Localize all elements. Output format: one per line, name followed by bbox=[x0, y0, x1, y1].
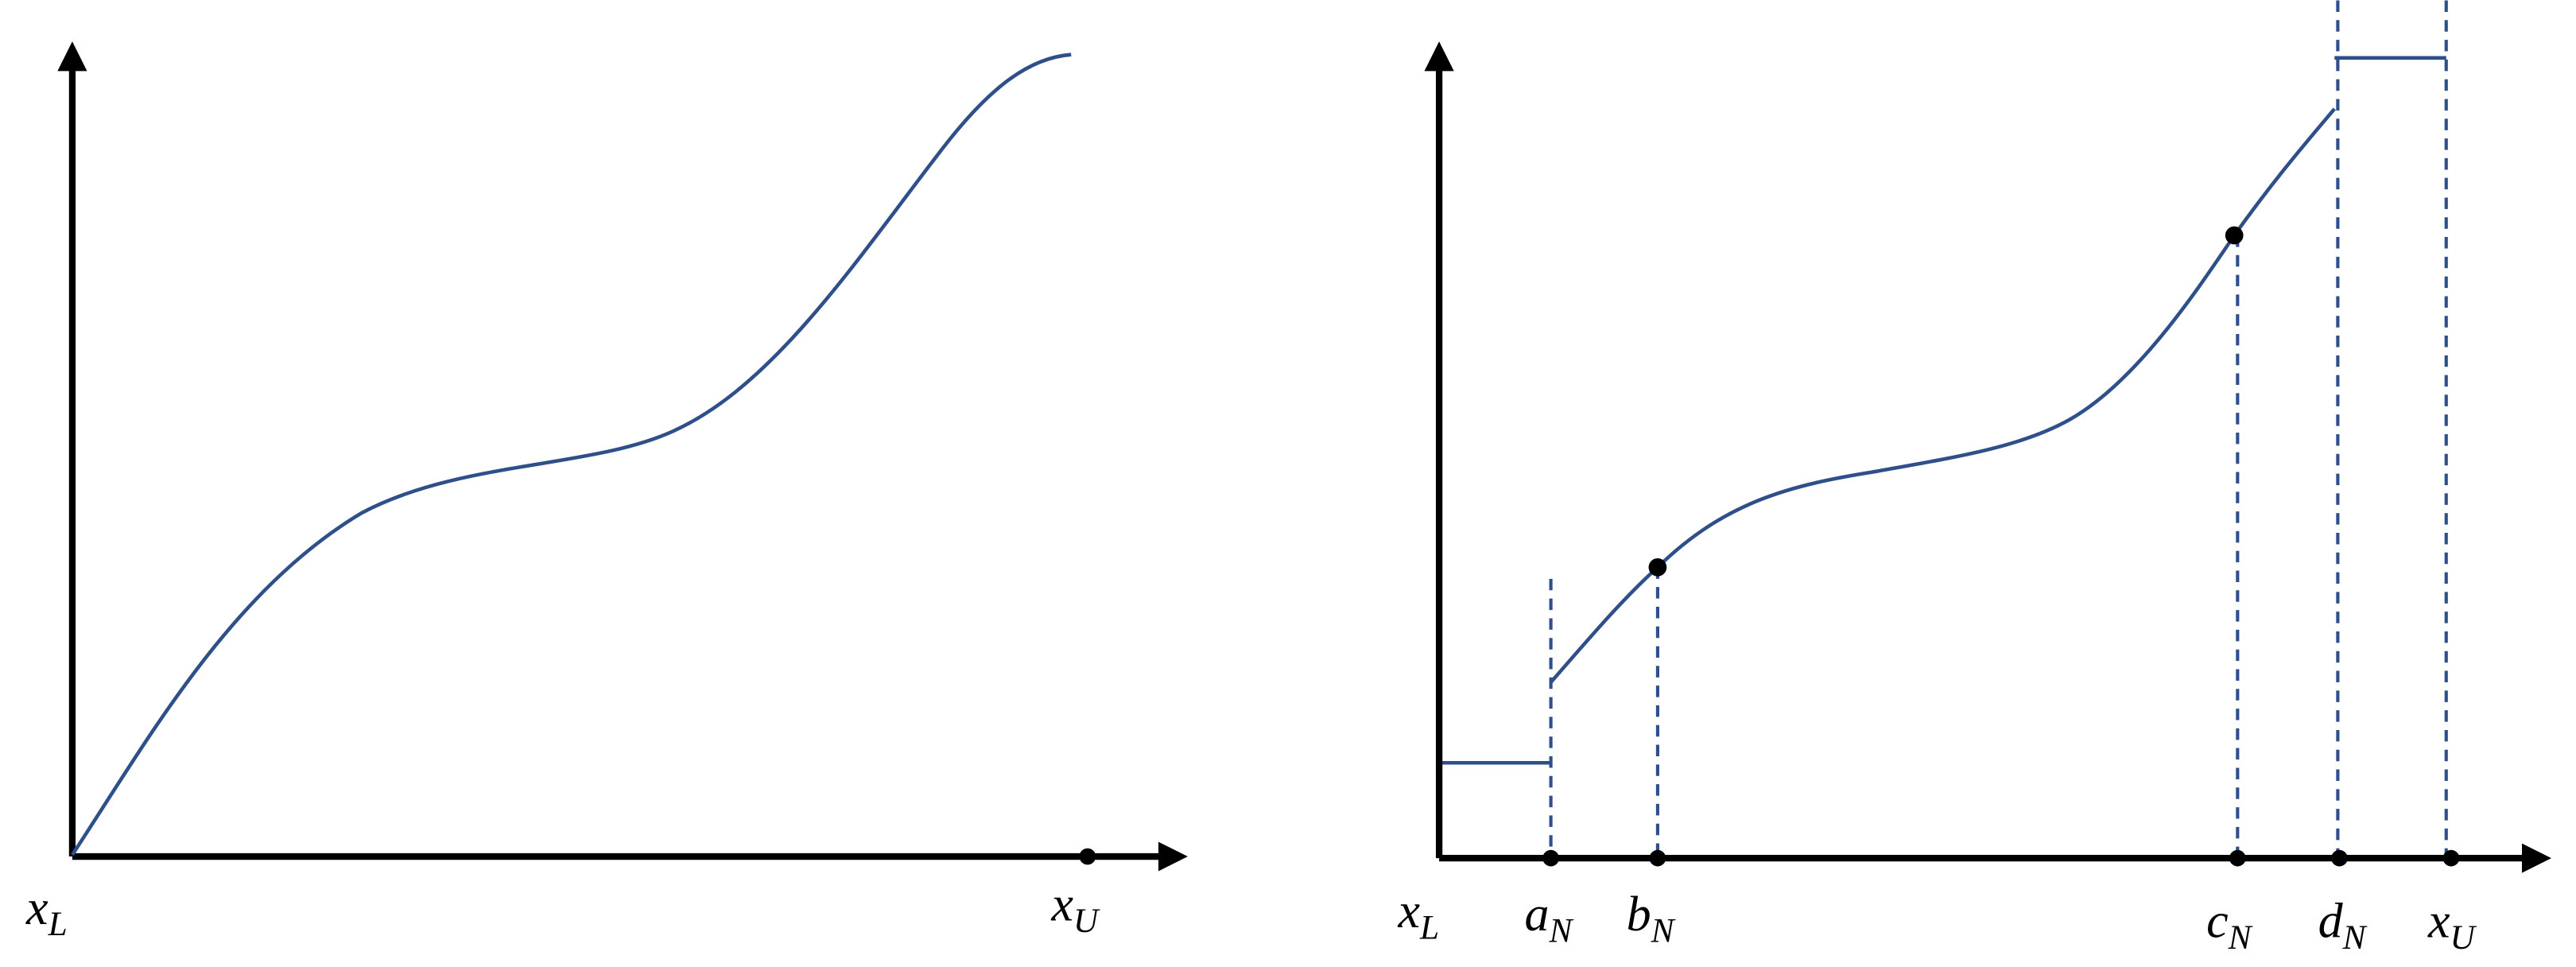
subscript: U bbox=[1073, 902, 1100, 940]
point bbox=[1649, 849, 1666, 867]
point bbox=[2229, 849, 2246, 867]
subscript: N bbox=[2342, 918, 2368, 957]
axis-label: dN bbox=[2318, 894, 2368, 956]
subscript: N bbox=[1549, 912, 1574, 950]
axis-label: bN bbox=[1627, 887, 1676, 950]
symbol: a bbox=[1525, 887, 1550, 942]
symbol: x bbox=[25, 881, 48, 935]
axis-label: xU bbox=[1050, 878, 1100, 940]
point bbox=[2225, 226, 2244, 245]
subscript: N bbox=[1651, 912, 1676, 950]
point bbox=[1542, 849, 1559, 867]
axis-label: xL bbox=[1397, 884, 1439, 946]
symbol: x bbox=[2427, 894, 2450, 948]
curve bbox=[71, 52, 1072, 856]
symbol: d bbox=[2318, 894, 2344, 948]
point bbox=[2442, 849, 2460, 867]
subscript: L bbox=[48, 905, 68, 943]
subscript: L bbox=[1419, 908, 1439, 946]
point bbox=[1079, 848, 1096, 865]
point bbox=[2331, 849, 2348, 867]
subscript: N bbox=[2228, 918, 2253, 957]
axis-label: cN bbox=[2206, 894, 2253, 956]
axis-label: xU bbox=[2427, 894, 2477, 956]
right-panel: xL aN bN cN dN xU bbox=[1397, 0, 2552, 957]
symbol: x bbox=[1050, 878, 1073, 932]
symbol: c bbox=[2206, 894, 2229, 948]
axis-label: xL bbox=[25, 881, 68, 943]
curve bbox=[1549, 107, 2336, 684]
point bbox=[1648, 558, 1667, 577]
left-panel: xL xU bbox=[25, 41, 1188, 943]
symbol: b bbox=[1627, 887, 1651, 942]
subscript: U bbox=[2450, 918, 2477, 957]
symbol: x bbox=[1397, 884, 1420, 938]
axis-label: aN bbox=[1525, 887, 1574, 950]
